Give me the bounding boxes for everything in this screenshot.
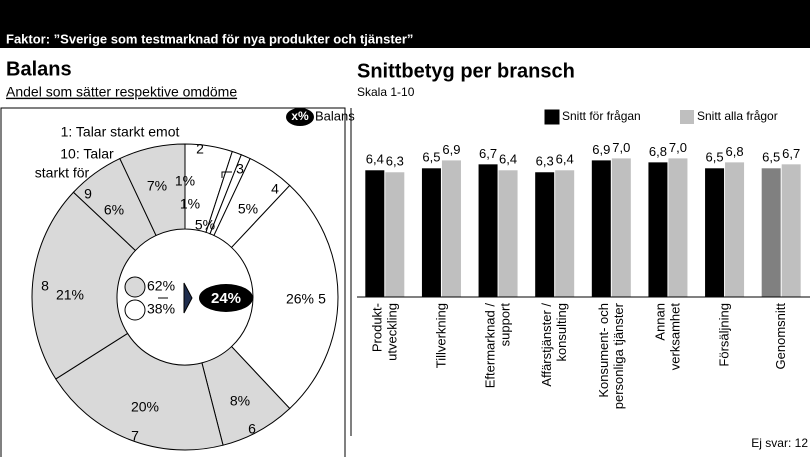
donut-segment xyxy=(119,143,186,237)
category-label: support xyxy=(498,303,513,347)
bar xyxy=(365,170,385,297)
bar xyxy=(441,160,461,297)
summary-label: 62% xyxy=(147,278,175,294)
bar xyxy=(385,172,405,297)
category-label: Konsument- och xyxy=(596,303,611,398)
category-label: personliga tjänster xyxy=(611,302,626,409)
segment-value-label: 5% xyxy=(195,217,215,233)
bar-value-label: 6,5 xyxy=(706,150,724,165)
segment-category-label: 5 xyxy=(318,291,326,307)
panel-border xyxy=(0,107,346,457)
segment-value-label: 1% xyxy=(180,196,200,212)
segment-value-label: 26% xyxy=(286,291,314,307)
segment-category-label: 9 xyxy=(84,186,92,202)
donut-segment xyxy=(31,191,137,380)
segment-value-label: 6% xyxy=(104,202,124,218)
summary-dot xyxy=(124,276,146,298)
bar xyxy=(421,168,441,297)
bar-value-label: 7,0 xyxy=(612,140,630,155)
bar-value-label: 6,8 xyxy=(726,144,744,159)
bar-value-label: 6,5 xyxy=(422,150,440,165)
balance-label: 24% xyxy=(211,290,241,307)
legend-swatch xyxy=(544,109,560,125)
bar xyxy=(761,168,781,297)
bar xyxy=(611,158,631,297)
bar-value-label: 6,3 xyxy=(386,154,404,169)
category-label: utveckling xyxy=(384,303,399,361)
bar xyxy=(725,162,745,297)
bar-value-label: 6,8 xyxy=(649,144,667,159)
header-title: Faktor: ”Sverige som testmarknad för nya… xyxy=(6,31,413,46)
category-label: Affärstjänster / xyxy=(539,303,554,387)
legend-symbol-text: x% xyxy=(291,109,309,123)
bar-value-label: 6,4 xyxy=(366,152,384,167)
bar xyxy=(781,164,801,297)
footnote: Ej svar: 12 xyxy=(751,436,808,450)
bar xyxy=(478,164,498,297)
category-label: Produkt- xyxy=(369,303,384,352)
bar-value-label: 6,9 xyxy=(592,142,610,157)
scale-note: 1: Talar starkt emot xyxy=(61,124,180,140)
segment-category-label: 8 xyxy=(41,278,49,294)
bar xyxy=(498,170,518,297)
segment-value-label: 8% xyxy=(230,393,250,409)
segment-value-label: 1% xyxy=(175,173,195,189)
bar xyxy=(668,158,688,297)
segment-category-label: 2 xyxy=(196,141,204,157)
legend-label: Balans xyxy=(315,108,355,123)
bar-value-label: 6,5 xyxy=(762,150,780,165)
segment-category-label: 4 xyxy=(271,181,279,197)
bar xyxy=(648,162,668,297)
balance-badge xyxy=(199,284,253,312)
bar xyxy=(591,160,611,297)
segment-value-label: 20% xyxy=(131,399,159,415)
balance-title: Balans xyxy=(6,58,72,80)
category-label: Genomsnitt xyxy=(773,303,788,370)
segment-category-label: 6 xyxy=(248,421,256,437)
donut-segment xyxy=(230,184,339,410)
scale-note: 10: Talar xyxy=(60,146,114,162)
bar xyxy=(705,168,725,297)
balance-arrow xyxy=(183,282,193,314)
bar-value-label: 6,9 xyxy=(442,142,460,157)
category-label: Tillverkning xyxy=(433,303,448,368)
legend-swatch xyxy=(680,110,694,124)
bar-value-label: 6,7 xyxy=(479,146,497,161)
legend-symbol xyxy=(286,108,314,126)
legend-label: Snitt för frågan xyxy=(562,109,641,123)
scale-note: starkt för xyxy=(35,165,90,181)
category-label: Försäljning xyxy=(717,303,732,367)
segment-value-label: 5% xyxy=(238,201,258,217)
category-label: Eftermarknad / xyxy=(483,303,498,389)
bar-value-label: 6,7 xyxy=(782,146,800,161)
bar-value-label: 6,4 xyxy=(556,152,574,167)
label-bracket xyxy=(221,171,232,178)
balance-subtitle: Andel som sätter respektive omdöme xyxy=(6,84,237,100)
segment-value-label: 7% xyxy=(147,178,167,194)
legend-label: Snitt alla frågor xyxy=(697,109,778,123)
header-bar xyxy=(0,0,810,48)
category-label: Annan xyxy=(652,303,667,341)
bar-subtitle: Skala 1-10 xyxy=(357,85,415,99)
bar-value-label: 6,3 xyxy=(536,154,554,169)
bar-value-label: 7,0 xyxy=(669,140,687,155)
segment-category-label: 7 xyxy=(131,428,139,444)
category-label: verksamhet xyxy=(667,303,682,371)
summary-dot xyxy=(124,299,146,321)
donut-segment xyxy=(55,332,224,451)
bar xyxy=(555,170,575,297)
summary-label: 38% xyxy=(147,301,175,317)
bar-title: Snittbetyg per bransch xyxy=(357,60,575,82)
category-label: konsulting xyxy=(554,303,569,362)
segment-category-label: 3 xyxy=(236,161,244,177)
bar-value-label: 6,4 xyxy=(499,152,517,167)
segment-value-label: 21% xyxy=(56,287,84,303)
bar xyxy=(535,172,555,297)
